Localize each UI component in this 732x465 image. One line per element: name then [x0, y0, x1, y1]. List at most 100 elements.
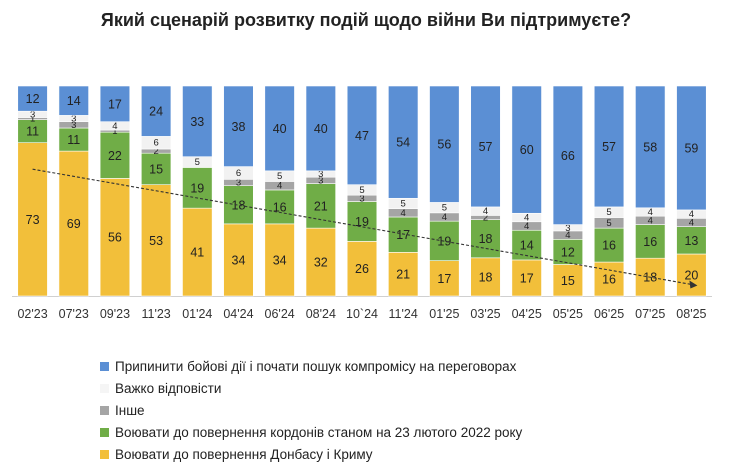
legend-item: Припинити бойові дії і почати пошук комп…: [100, 355, 522, 377]
data-label: 2: [153, 146, 158, 157]
data-label: 15: [561, 274, 575, 288]
data-label: 5: [442, 203, 447, 214]
data-label: 3: [318, 175, 323, 186]
data-label: 18: [479, 232, 493, 246]
data-label: 4: [648, 207, 653, 218]
data-label: 38: [232, 120, 246, 134]
data-label: 12: [26, 92, 40, 106]
bar-segment: [429, 260, 460, 297]
legend-swatch: [100, 449, 109, 459]
legend-swatch: [100, 405, 109, 415]
data-label: 6: [153, 138, 158, 149]
bar-segment: [511, 85, 542, 214]
chart-title: Який сценарій розвитку подій щодо війни …: [100, 10, 632, 30]
data-label: 21: [396, 268, 410, 282]
data-label: 4: [483, 206, 488, 217]
bar-segment: [511, 259, 542, 297]
legend-label: Воювати до повернення кордонів станом на…: [115, 424, 523, 440]
bar-segment: [305, 85, 336, 172]
data-label: 56: [108, 231, 122, 245]
legend-item: Воювати до повернення кордонів станом на…: [100, 421, 522, 443]
legend-swatch: [100, 383, 109, 393]
data-label: 19: [355, 215, 369, 229]
data-label: 4: [689, 218, 694, 229]
bar-segment: [305, 183, 336, 229]
data-label: 56: [437, 138, 451, 152]
bar-segment: [470, 257, 501, 297]
bar-segment: [429, 85, 460, 203]
bar-segment: [470, 85, 501, 208]
data-label: 3: [71, 120, 76, 131]
legend-swatch: [100, 427, 109, 437]
data-label: 32: [314, 256, 328, 270]
data-label: 17: [108, 97, 122, 111]
bar-segment: [99, 131, 131, 179]
data-label: 4: [277, 181, 282, 192]
bar-segment: [99, 178, 131, 297]
data-label: 14: [67, 94, 81, 108]
data-label: 11: [26, 125, 39, 139]
data-label: 19: [190, 181, 204, 195]
data-label: 4: [524, 221, 529, 232]
data-label: 73: [26, 213, 40, 227]
data-label: 24: [149, 105, 163, 119]
data-label: 41: [190, 246, 204, 260]
data-label: 57: [479, 140, 493, 154]
bar-segment: [99, 85, 131, 123]
data-label: 4: [648, 215, 653, 226]
bar-segment: [182, 85, 213, 158]
bar-segment: [140, 85, 172, 137]
data-label: 20: [684, 269, 698, 283]
bar-segment: [264, 223, 295, 297]
data-label: 4: [112, 121, 117, 132]
bar-segment: [511, 229, 542, 261]
x-tick-label: 04'25: [512, 307, 542, 321]
x-tick-label: 04'24: [223, 307, 253, 321]
x-tick-label: 09'23: [100, 307, 130, 321]
x-tick-label: 05'25: [553, 307, 583, 321]
data-label: 21: [314, 199, 328, 213]
data-label: 33: [190, 115, 204, 129]
legend-label: Воювати до повернення Донбасу і Криму: [115, 446, 373, 462]
x-tick-label: 11'23: [141, 307, 170, 321]
bar-segment: [346, 241, 378, 297]
data-label: 4: [524, 213, 529, 224]
data-label: 53: [149, 234, 163, 248]
data-label: 5: [359, 185, 364, 196]
data-label: 17: [396, 228, 410, 242]
bar-segment: [223, 223, 254, 297]
x-tick-label: 03'25: [470, 307, 500, 321]
bar-segment: [470, 219, 501, 259]
bar-segment: [676, 85, 707, 211]
data-label: 34: [273, 253, 287, 267]
data-label: 69: [67, 217, 81, 231]
legend: Припинити бойові дії і почати пошук комп…: [100, 355, 522, 465]
data-label: 4: [565, 230, 570, 241]
data-label: 16: [602, 239, 616, 253]
data-label: 1: [112, 126, 117, 137]
data-label: 57: [602, 140, 616, 154]
bar-segment: [17, 142, 48, 297]
data-label: 5: [401, 198, 406, 209]
x-tick-label: 07'23: [59, 307, 89, 321]
bar-segment: [223, 85, 254, 167]
data-label: 40: [314, 122, 328, 136]
data-label: 4: [401, 208, 406, 219]
data-label: 4: [689, 209, 694, 220]
data-label: 5: [195, 157, 200, 168]
bar-segment: [388, 85, 419, 199]
x-tick-label: 11'24: [389, 307, 418, 321]
bar-segment: [635, 85, 666, 209]
data-label: 2: [483, 213, 488, 224]
bar-segment: [593, 85, 625, 208]
data-label: 58: [643, 140, 657, 154]
data-label: 16: [643, 235, 657, 249]
legend-label: Інше: [115, 402, 145, 418]
bar-segment: [305, 227, 336, 297]
data-label: 3: [565, 223, 570, 234]
data-label: 1: [30, 114, 35, 125]
data-label: 18: [479, 270, 493, 284]
data-label: 3: [359, 193, 364, 204]
x-tick-label: 08'25: [676, 307, 706, 321]
